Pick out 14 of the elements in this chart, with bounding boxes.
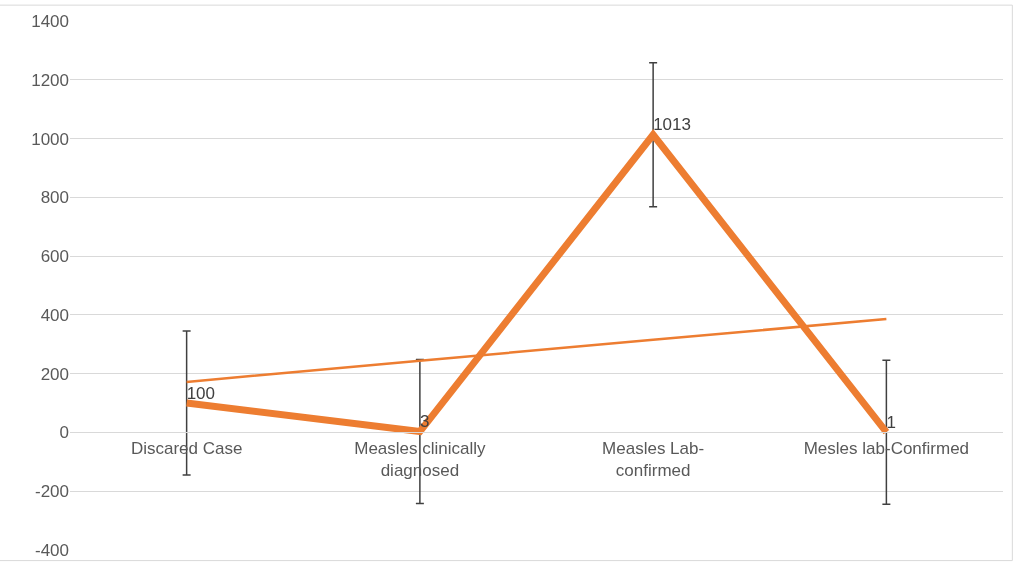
y-tick-label: 600 (40, 247, 69, 267)
data-label: 100 (186, 383, 216, 403)
y-tick-label: -400 (34, 540, 69, 560)
y-tick-label: -200 (34, 482, 69, 502)
y-tick-label: 200 (40, 364, 69, 384)
y-tick-label: 1200 (31, 70, 69, 90)
data-label: 1013 (653, 115, 691, 135)
data-label: 1 (886, 412, 896, 432)
y-tick-label: 400 (40, 305, 69, 325)
y-tick-label: 800 (40, 188, 69, 208)
y-tick-label: 1400 (31, 11, 69, 31)
y-tick-label: 0 (59, 423, 69, 443)
y-tick-label: 1000 (31, 129, 69, 149)
x-tick-label: Measles Lab-confirmed (602, 438, 705, 480)
